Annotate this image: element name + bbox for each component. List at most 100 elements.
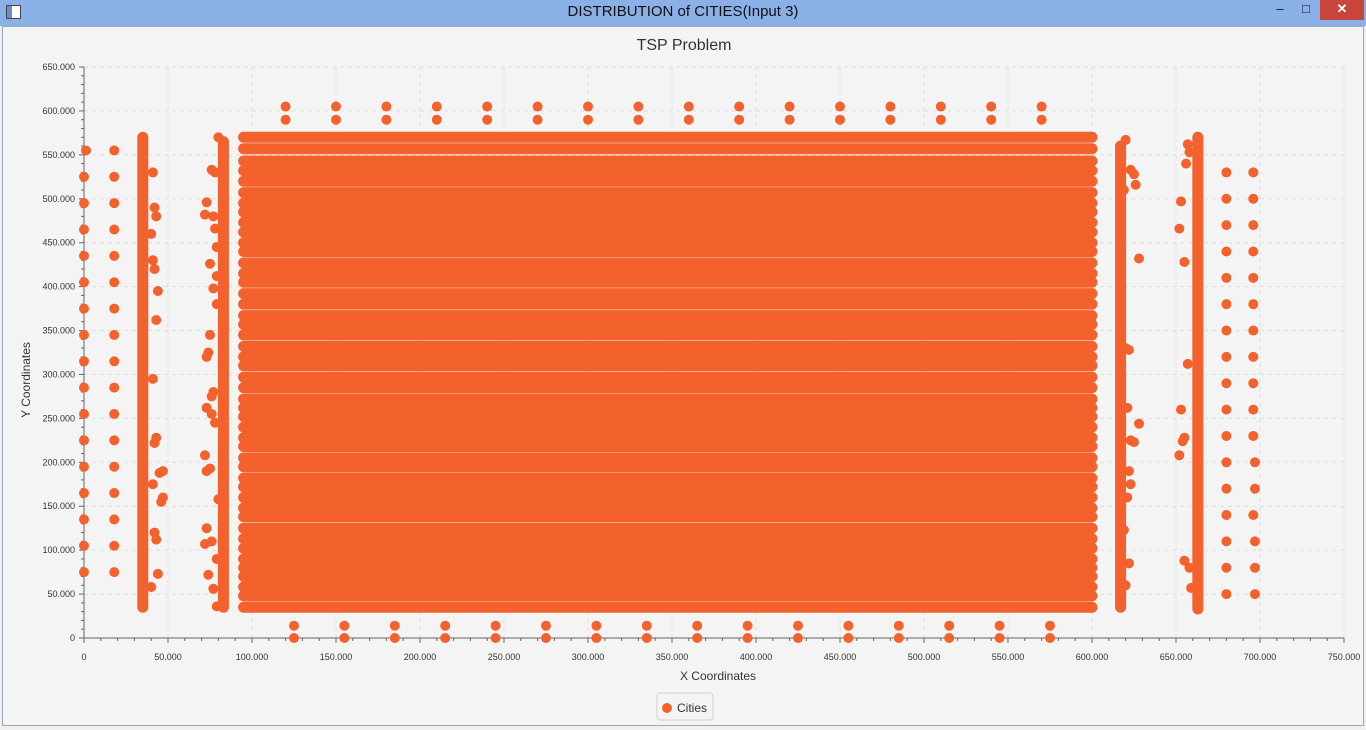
x-tick-label: 550.000 (992, 652, 1025, 662)
city-point (109, 408, 120, 419)
city-point (541, 633, 551, 643)
city-point (944, 620, 955, 631)
x-axis-label: X Coordinates (680, 669, 756, 683)
y-tick-label: 0 (70, 633, 75, 643)
city-point (109, 277, 120, 288)
city-point (1181, 158, 1192, 169)
x-tick-label: 50.000 (154, 652, 182, 662)
city-point (79, 567, 89, 578)
city-point (79, 277, 89, 288)
city-point (1249, 483, 1260, 494)
y-tick-label: 150.000 (42, 501, 75, 511)
city-point (1120, 134, 1131, 145)
city-point (1221, 404, 1232, 415)
city-point (633, 101, 644, 112)
city-point (151, 314, 162, 325)
city-point (1248, 193, 1259, 204)
city-point (79, 540, 89, 551)
city-point (1122, 492, 1133, 503)
city-point (431, 114, 442, 125)
city-point (1221, 167, 1232, 178)
city-point (935, 114, 946, 125)
city-point (482, 101, 493, 112)
city-point (482, 114, 493, 125)
city-point (1174, 223, 1185, 234)
city-point (211, 553, 222, 564)
city-point (1179, 257, 1190, 268)
app-icon[interactable] (6, 5, 21, 19)
city-point (734, 101, 745, 112)
minimize-button[interactable]: – (1276, 1, 1284, 16)
city-point (1221, 378, 1232, 389)
city-point (944, 633, 955, 643)
city-point (109, 198, 120, 209)
city-point (210, 167, 221, 178)
city-point (1249, 562, 1260, 573)
city-point (835, 114, 845, 125)
window-content: TSP Problem 0 50.000 100.000 150.000 200.000… (2, 26, 1364, 726)
city-point (1130, 179, 1141, 190)
legend[interactable]: Cities (656, 692, 714, 721)
city-point (742, 620, 753, 631)
city-point (211, 299, 222, 310)
y-tick-label: 200.000 (42, 457, 75, 467)
legend-swatch (662, 703, 672, 713)
y-tick-label: 600.000 (42, 106, 75, 116)
y-tick-label: 650.000 (42, 62, 75, 72)
city-point (532, 114, 543, 125)
city-point (490, 620, 501, 631)
city-point (146, 228, 157, 239)
city-point (893, 633, 904, 643)
city-point (1182, 358, 1193, 369)
city-point (147, 255, 158, 266)
city-point (935, 101, 946, 112)
city-point (210, 223, 221, 234)
city-point (205, 329, 215, 340)
city-point (79, 198, 89, 209)
city-point (79, 329, 89, 340)
y-tick-label: 400.000 (42, 282, 75, 292)
city-point (206, 408, 217, 419)
city-point (1221, 430, 1232, 441)
title-bar[interactable]: DISTRIBUTION of CITIES(Input 3) – □ ✕ (0, 0, 1366, 26)
x-tick-label: 700.000 (1244, 652, 1277, 662)
x-tick-label: 0 (81, 652, 86, 662)
maximize-button[interactable]: □ (1302, 1, 1310, 16)
city-point (213, 494, 224, 505)
city-point (109, 171, 120, 182)
x-tick-label: 350.000 (656, 652, 689, 662)
city-point (692, 620, 703, 631)
city-point (633, 114, 644, 125)
y-tick-label: 450.000 (42, 238, 75, 248)
series-cities (79, 101, 1260, 643)
city-point (1248, 220, 1259, 231)
city-point (79, 303, 89, 314)
city-point (79, 250, 89, 261)
city-point (986, 101, 997, 112)
city-point (843, 633, 854, 643)
city-point (1179, 555, 1190, 566)
city-point (641, 620, 652, 631)
city-point (109, 356, 120, 367)
city-point (389, 633, 400, 643)
city-point (1221, 220, 1232, 231)
city-point (591, 620, 602, 631)
city-point (1045, 620, 1055, 631)
city-point (885, 101, 896, 112)
y-tick-label: 550.000 (42, 150, 75, 160)
city-point (1249, 536, 1260, 547)
city-point (986, 114, 997, 125)
y-tick-label: 300.000 (42, 369, 75, 379)
x-axis: 0 50.000 100.000 150.000 200.000 250.000 300.0… (81, 637, 1360, 662)
city-point (1182, 139, 1193, 150)
city-point (1174, 450, 1185, 461)
city-point (1036, 114, 1047, 125)
close-button[interactable]: ✕ (1320, 0, 1364, 20)
city-point (289, 633, 299, 643)
city-point (79, 382, 89, 393)
city-point (893, 620, 904, 631)
city-point (331, 101, 341, 112)
city-point (147, 373, 158, 384)
city-point (1125, 479, 1136, 490)
city-point (1221, 562, 1232, 573)
